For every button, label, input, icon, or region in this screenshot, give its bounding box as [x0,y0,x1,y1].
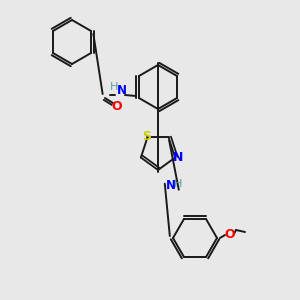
Text: S: S [142,130,151,143]
Text: N: N [166,179,176,192]
Text: O: O [112,100,122,112]
Text: H: H [174,179,182,189]
Text: N: N [117,85,127,98]
Text: O: O [225,229,235,242]
Text: H: H [110,82,118,92]
Text: N: N [173,151,183,164]
